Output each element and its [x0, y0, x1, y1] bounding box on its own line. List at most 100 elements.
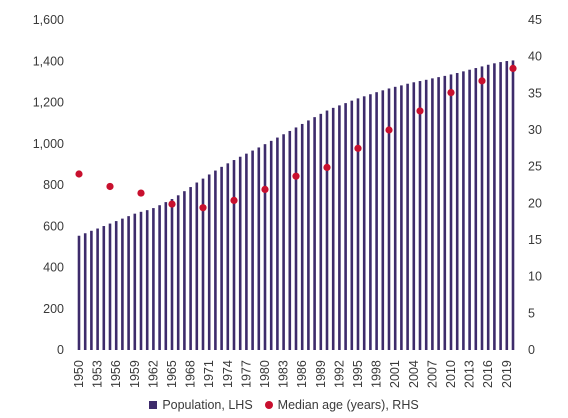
median-age-point — [168, 200, 176, 208]
population-bar — [443, 75, 447, 350]
x-tick-label: 2013 — [463, 360, 477, 388]
x-tick-label: 1953 — [91, 360, 105, 388]
population-bar — [207, 174, 211, 350]
population-bar — [418, 81, 422, 351]
x-tick-label: 1980 — [258, 360, 272, 388]
population-bar — [468, 69, 471, 351]
population-bar — [158, 205, 161, 350]
right-axis-ticks: 0 5 10 15 20 25 30 35 40 45 — [528, 13, 542, 357]
population-bar — [176, 195, 180, 350]
x-tick-label: 1950 — [72, 360, 86, 388]
right-tick-label: 40 — [528, 50, 542, 64]
x-tick-label: 1998 — [370, 360, 384, 388]
population-bar — [474, 68, 478, 350]
population-bar — [257, 147, 261, 350]
median-age-point — [509, 64, 517, 72]
x-tick-label: 2019 — [500, 360, 514, 388]
population-bar — [511, 60, 515, 351]
x-tick-label: 1983 — [277, 360, 291, 388]
left-tick-label: 1,600 — [33, 13, 64, 27]
population-bar — [412, 82, 416, 350]
population-bar — [387, 88, 391, 350]
population-bar — [350, 100, 354, 350]
right-tick-label: 0 — [528, 343, 535, 357]
population-bar — [276, 137, 279, 350]
population-bar — [486, 64, 490, 350]
median-age-markers — [75, 64, 517, 212]
median-age-point — [447, 89, 455, 97]
legend: Population, LHS Median age (years), RHS — [0, 396, 568, 414]
population-bar — [108, 223, 112, 350]
x-tick-label: 1956 — [109, 360, 123, 388]
population-bar — [269, 140, 273, 350]
median-age-point — [106, 182, 114, 191]
population-bar — [375, 92, 378, 350]
right-tick-label: 45 — [528, 13, 542, 27]
population-bar — [499, 62, 502, 350]
x-tick-label: 1965 — [165, 360, 179, 388]
population-bar — [195, 182, 199, 350]
median-age-point — [416, 107, 424, 115]
population-bar — [263, 144, 267, 350]
x-tick-label: 2010 — [444, 360, 458, 388]
population-bar — [133, 213, 137, 350]
population-bar — [127, 216, 130, 350]
population-bar — [139, 211, 143, 350]
population-bar — [325, 110, 329, 350]
population-bar — [300, 123, 304, 350]
population-swatch — [149, 401, 158, 409]
x-tick-label: 1986 — [295, 360, 309, 388]
population-bar — [344, 103, 347, 351]
population-bar — [96, 228, 99, 350]
population-bar — [164, 202, 168, 350]
population-bar — [313, 117, 316, 350]
median-age-point — [199, 204, 207, 212]
population-bar — [121, 218, 124, 350]
right-tick-label: 20 — [528, 196, 542, 210]
population-bar — [214, 170, 217, 350]
population-bar — [362, 96, 366, 350]
right-tick-label: 15 — [528, 233, 542, 247]
legend-label-population: Population, LHS — [162, 398, 253, 412]
x-tick-label: 2001 — [388, 360, 402, 388]
population-bar — [424, 79, 428, 350]
left-tick-label: 1,000 — [33, 137, 64, 151]
median-age-point — [478, 77, 486, 85]
left-tick-label: 400 — [43, 261, 64, 275]
population-bar — [400, 85, 403, 350]
population-bar — [338, 105, 341, 350]
population-bar — [406, 83, 409, 350]
x-tick-label: 1989 — [314, 360, 328, 388]
population-bar — [152, 208, 155, 350]
x-tick-label: 1992 — [332, 360, 346, 388]
right-tick-label: 5 — [528, 306, 535, 320]
population-bars — [77, 60, 515, 351]
right-tick-label: 30 — [528, 123, 542, 137]
left-tick-label: 1,400 — [33, 54, 64, 68]
median-age-point — [75, 170, 83, 178]
right-tick-label: 25 — [528, 160, 542, 174]
legend-label-median-age: Median age (years), RHS — [277, 398, 419, 412]
x-tick-label: 1977 — [239, 360, 253, 388]
right-tick-label: 35 — [528, 86, 542, 100]
left-axis-ticks: 0 200 400 600 800 1,000 1,200 1,400 1,600 — [33, 13, 64, 357]
median-age-point — [354, 144, 362, 152]
x-tick-label: 1962 — [146, 360, 160, 388]
right-tick-label: 10 — [528, 270, 542, 284]
population-bar — [307, 120, 310, 350]
median-age-point — [230, 196, 238, 204]
population-bar — [331, 107, 335, 350]
population-bar — [282, 134, 285, 350]
x-tick-label: 2007 — [425, 360, 439, 388]
population-bar — [145, 210, 149, 350]
population-bar — [251, 150, 254, 350]
median-age-point — [385, 126, 393, 134]
x-tick-label: 2016 — [481, 360, 495, 388]
population-bar — [114, 221, 118, 350]
left-tick-label: 1,200 — [33, 96, 64, 110]
legend-item-population: Population, LHS — [149, 398, 253, 412]
population-bar — [226, 163, 230, 350]
x-tick-label: 1968 — [184, 360, 198, 388]
population-bar — [462, 71, 465, 351]
population-bar — [220, 166, 223, 350]
